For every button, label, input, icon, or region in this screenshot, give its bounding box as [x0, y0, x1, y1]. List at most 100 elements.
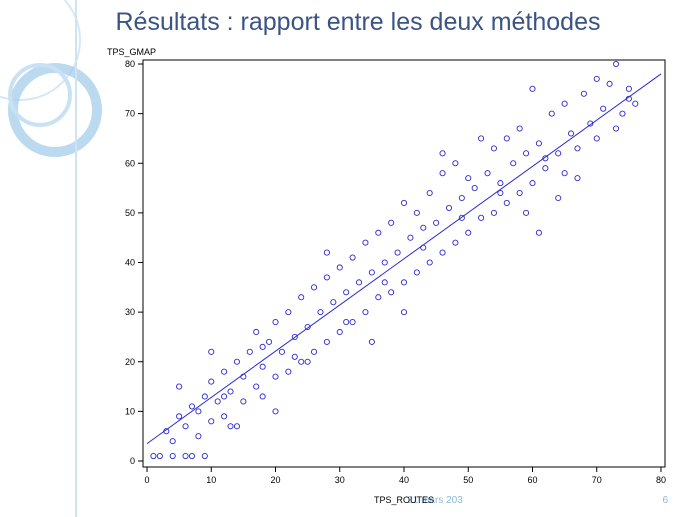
point	[336, 328, 343, 336]
point	[503, 199, 510, 206]
point	[394, 249, 401, 256]
point	[182, 423, 189, 430]
point	[439, 150, 446, 157]
point	[221, 413, 228, 420]
y-axis-label: TPS_GMAP	[107, 47, 156, 57]
point	[439, 170, 446, 177]
point	[310, 348, 318, 355]
point	[490, 209, 498, 216]
point	[381, 279, 388, 286]
point	[343, 318, 350, 326]
point	[529, 85, 536, 92]
decoration	[0, 0, 102, 517]
point	[253, 383, 260, 390]
point	[259, 393, 266, 400]
y-tick-label: 80	[125, 59, 135, 69]
point	[561, 170, 568, 177]
point	[497, 180, 504, 187]
point	[176, 413, 183, 420]
y-tick-label: 60	[125, 158, 135, 168]
point	[535, 140, 542, 147]
point	[439, 249, 446, 256]
point	[304, 323, 311, 331]
point	[407, 234, 414, 241]
x-tick-label: 10	[206, 475, 216, 485]
point	[156, 452, 163, 460]
point	[272, 318, 279, 326]
point	[355, 279, 363, 286]
point	[465, 229, 472, 236]
point	[336, 264, 343, 271]
point	[388, 219, 395, 226]
point	[240, 398, 247, 405]
point	[272, 373, 279, 380]
point	[452, 160, 459, 167]
point	[471, 185, 478, 192]
point	[612, 125, 620, 132]
point	[266, 338, 273, 345]
point	[375, 294, 382, 301]
point	[349, 254, 356, 261]
point	[150, 452, 157, 460]
point	[233, 423, 240, 430]
point	[580, 90, 587, 97]
slide-date: 21 mars 203	[407, 495, 463, 506]
y-tick-label: 30	[125, 307, 135, 317]
point	[362, 239, 369, 246]
point	[458, 214, 465, 221]
y-tick-label: 70	[125, 109, 135, 119]
point	[516, 189, 523, 197]
point	[310, 284, 318, 291]
point	[555, 194, 562, 202]
point	[208, 378, 215, 385]
fit-line	[146, 73, 662, 445]
point	[298, 358, 305, 365]
point	[304, 358, 311, 365]
point	[465, 175, 472, 182]
point	[400, 199, 408, 206]
point	[510, 160, 517, 167]
point	[606, 80, 613, 87]
x-axis-label: TPS_ROUTES	[374, 495, 434, 505]
point	[426, 189, 433, 197]
point	[169, 438, 176, 445]
point	[253, 328, 260, 336]
point	[323, 274, 330, 281]
point	[227, 388, 234, 395]
point	[201, 452, 208, 460]
point	[246, 348, 253, 355]
point	[349, 318, 356, 326]
point	[568, 130, 575, 137]
point	[593, 135, 600, 142]
plot-frame	[142, 59, 666, 468]
point	[291, 333, 298, 340]
point	[587, 120, 594, 127]
x-tick-label: 70	[592, 475, 602, 485]
x-tick-label: 50	[463, 475, 473, 485]
y-tick-label: 20	[125, 357, 135, 367]
point	[516, 125, 523, 132]
x-tick-label: 20	[270, 475, 280, 485]
x-tick-label: 80	[656, 475, 666, 485]
point	[484, 170, 491, 177]
point	[298, 294, 305, 301]
point	[330, 299, 337, 306]
x-tick-label: 0	[144, 475, 149, 485]
point	[388, 289, 395, 296]
point	[490, 145, 498, 152]
point	[362, 309, 369, 316]
point	[420, 224, 427, 231]
point	[227, 423, 234, 430]
point	[368, 269, 375, 276]
point	[413, 269, 420, 276]
point	[221, 393, 228, 400]
point	[188, 452, 196, 460]
point	[176, 383, 183, 390]
point	[445, 204, 453, 211]
point	[542, 155, 549, 162]
point	[272, 408, 279, 415]
y-tick-label: 0	[130, 456, 135, 466]
point	[600, 105, 607, 112]
